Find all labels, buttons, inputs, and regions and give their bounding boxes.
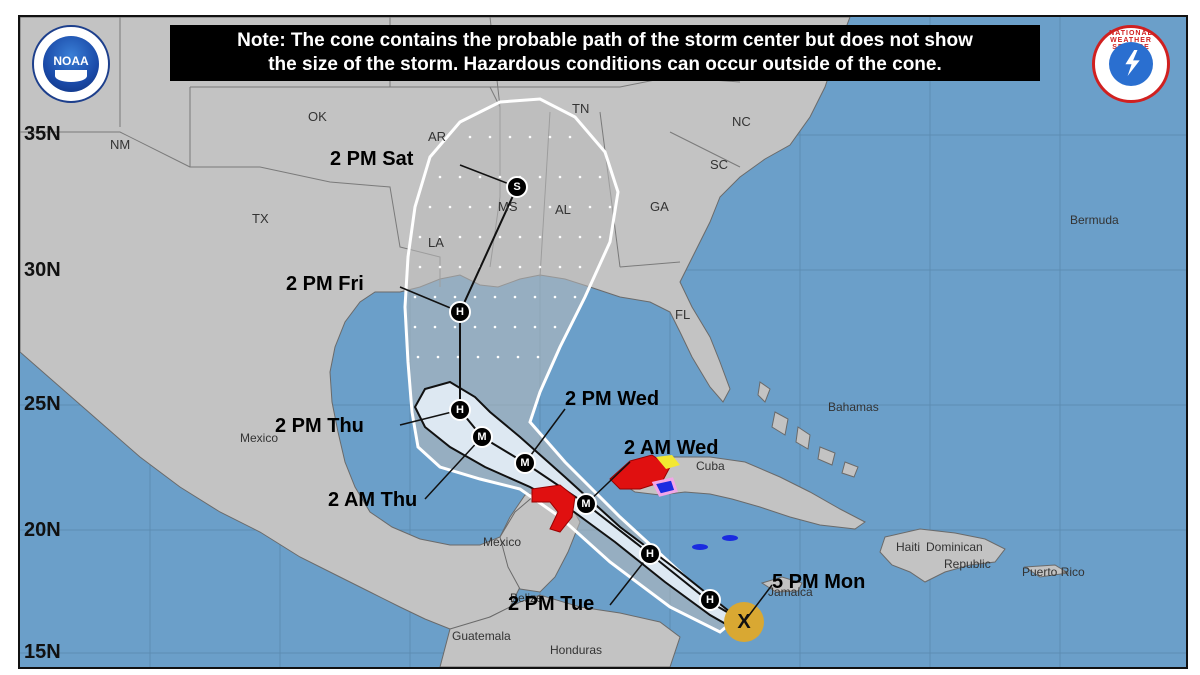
state-label-ga: GA: [650, 199, 669, 214]
state-label-nm: NM: [110, 137, 131, 152]
cuba-land: [613, 456, 866, 530]
place-label-jamaica: Jamaica: [768, 585, 813, 599]
map-canvas: [20, 17, 1186, 667]
place-label-bermuda: Bermuda: [1070, 213, 1119, 227]
forecast-marker-2pm-fri: H: [449, 301, 471, 323]
lightning-bolt-icon: [1125, 50, 1140, 76]
forecast-cone-far: [403, 97, 735, 634]
hispaniola-land: [879, 528, 1006, 583]
time-label-2am-wed: 2 AM Wed: [624, 437, 719, 459]
state-label-tx: TX: [252, 211, 269, 226]
noaa-logo-text: NOAA: [53, 54, 89, 68]
place-label-republic: Republic: [944, 557, 991, 571]
cone-note-line-2: the size of the storm. Hazardous conditi…: [268, 54, 942, 75]
place-label-belize: Belize: [510, 591, 543, 605]
place-label-haiti: Haiti: [896, 540, 921, 554]
current-position-x-icon: X: [737, 611, 751, 633]
state-label-tn: TN: [572, 101, 590, 116]
forecast-marker-2pm-thu: H: [449, 399, 471, 421]
hurricane-watch-cuba: [651, 477, 678, 497]
cone-note: Note: The cone contains the probable pat…: [170, 25, 1040, 81]
central-america-land: [439, 594, 681, 667]
nws-logo: NATIONAL WEATHER SERVICE: [1092, 25, 1170, 103]
state-label-sc: SC: [710, 157, 729, 172]
tropical-storm-watch-cuba: [656, 455, 680, 469]
time-label-2pm-wed: 2 PM Wed: [565, 388, 660, 410]
state-label-fl: FL: [675, 307, 691, 322]
place-label-bahamas: Bahamas: [828, 400, 879, 414]
place-label-puerto-rico: Puerto Rico: [1022, 565, 1085, 579]
noaa-bird-icon: [55, 70, 87, 82]
state-label-ms: MS: [498, 199, 518, 214]
time-label-5pm-mon: 5 PM Mon: [772, 571, 866, 593]
state-label-la: LA: [428, 235, 444, 250]
forecast-marker-2am-wed: M: [575, 493, 597, 515]
noaa-emblem-icon: NOAA: [43, 36, 99, 92]
time-label-2pm-thu: 2 PM Thu: [275, 415, 364, 437]
cone-note-line-1: Note: The cone contains the probable pat…: [237, 30, 973, 51]
place-label-cuba: Cuba: [696, 459, 725, 473]
time-label-2pm-tue: 2 PM Tue: [508, 593, 595, 615]
state-label-nc: NC: [732, 114, 751, 129]
place-label-honduras: Honduras: [550, 643, 603, 657]
lat-label-35n: 35N: [24, 123, 61, 145]
state-label-al: AL: [555, 202, 571, 217]
tropical-storm-warning-islands: [692, 535, 738, 550]
state-label-ar: AR: [428, 129, 447, 144]
forecast-marker-2pm-tue: H: [639, 543, 661, 565]
puerto-rico-land: [1023, 564, 1070, 578]
time-label-2pm-fri: 2 PM Fri: [286, 273, 364, 295]
place-label-mexico-yucatan: Mexico: [483, 535, 522, 549]
north-america-land: [20, 17, 851, 630]
nws-emblem-icon: [1109, 42, 1153, 86]
time-label-2am-thu: 2 AM Thu: [328, 489, 418, 511]
cone-dot-pattern: [413, 135, 612, 359]
hurricane-warning-yucatan: [531, 484, 576, 533]
hurricane-warning-cuba: [609, 454, 671, 490]
noaa-logo: NOAA: [32, 25, 110, 103]
bahamas-islands: [757, 381, 859, 478]
jamaica-land: [760, 576, 803, 593]
lat-label-20n: 20N: [24, 519, 61, 541]
forecast-marker-2pm-wed: M: [514, 452, 536, 474]
place-label-dominican: Dominican: [926, 540, 983, 554]
lat-label-30n: 30N: [24, 259, 61, 281]
place-label-mexico-west: Mexico: [240, 431, 279, 445]
forecast-map: NOAA NATIONAL WEATHER SERVICE Note: The …: [18, 15, 1188, 669]
forecast-marker-2pm-sat: S: [506, 176, 528, 198]
time-label-2pm-sat: 2 PM Sat: [330, 148, 414, 170]
forecast-marker-2am-thu: M: [471, 426, 493, 448]
lat-label-25n: 25N: [24, 393, 61, 415]
state-label-ok: OK: [308, 109, 327, 124]
lat-label-15n: 15N: [24, 641, 61, 663]
forecast-marker-intermediate: H: [699, 589, 721, 611]
place-label-guatemala: Guatemala: [452, 629, 511, 643]
